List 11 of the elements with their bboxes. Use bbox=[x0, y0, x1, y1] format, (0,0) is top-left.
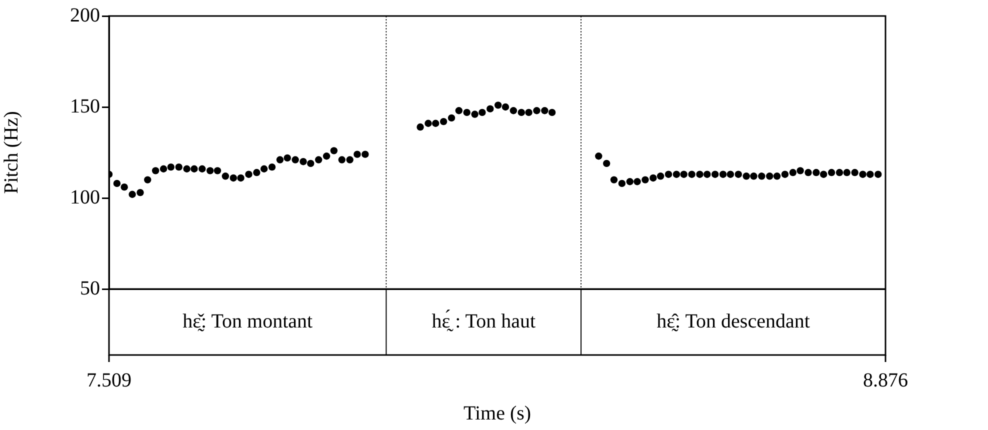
x-axis-title: Time (s) bbox=[463, 402, 532, 424]
text: hɛ̰̂: Ton descendant bbox=[656, 310, 810, 332]
y-tick-label: 50 bbox=[80, 277, 100, 300]
y-tick-label: 100 bbox=[70, 186, 100, 208]
x-tick-label: 7.509 bbox=[86, 369, 132, 392]
y-axis-title: Pitch (Hz) bbox=[0, 111, 22, 194]
text: hɛ̰́ : Ton haut bbox=[432, 309, 536, 332]
y-tick-label: 200 bbox=[70, 4, 100, 26]
x-tick-label: 8.876 bbox=[863, 369, 908, 392]
text: hɛ̰̌: Ton montant bbox=[182, 310, 314, 332]
y-tick-label: 150 bbox=[70, 95, 100, 118]
